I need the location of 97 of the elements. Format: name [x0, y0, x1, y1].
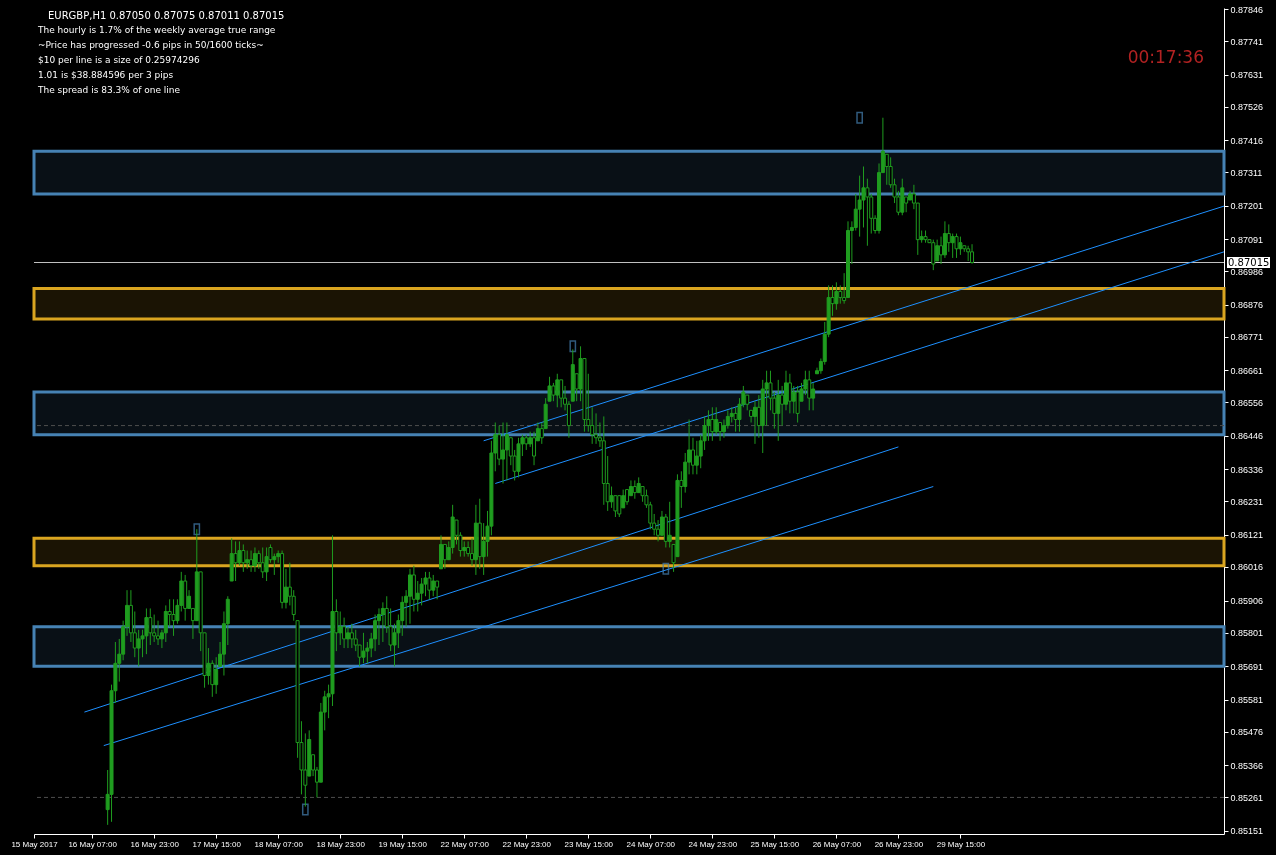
y-tick-label: 0.87201 — [1230, 201, 1264, 212]
candlestick — [345, 626, 350, 649]
candlestick — [935, 239, 940, 262]
candlestick — [501, 422, 506, 484]
annotation: ~Price has progressed -0.6 pips in 50/1600 ticks~ — [38, 40, 264, 50]
y-tick-label: 0.86986 — [1230, 266, 1264, 277]
y-tick-label: 0.87091 — [1230, 234, 1264, 245]
y-tick-label: 0.86231 — [1230, 496, 1264, 507]
candlestick — [148, 607, 153, 646]
annotation: The spread is 83.3% of one line — [37, 85, 181, 95]
candlestick — [407, 568, 412, 625]
annotation: 1.01 is $38.884596 per 3 pips — [38, 70, 174, 80]
y-tick-label: 0.86771 — [1230, 332, 1264, 343]
y-tick-label: 0.85691 — [1230, 661, 1264, 672]
candlestick — [233, 540, 238, 582]
candlestick — [547, 376, 552, 402]
candlestick — [970, 243, 975, 265]
candlestick — [338, 611, 343, 646]
y-tick-label: 0.87526 — [1230, 102, 1264, 113]
candlestick — [776, 379, 781, 442]
x-tick-label: 24 May 07:00 — [626, 839, 676, 849]
candlestick — [884, 153, 889, 186]
candlestick — [752, 400, 757, 445]
candlestick — [264, 546, 269, 582]
x-tick-label: 25 May 15:00 — [750, 839, 800, 849]
ref-line-label: 0.87015 — [1228, 256, 1270, 268]
x-tick-label: 26 May 23:00 — [874, 839, 924, 849]
candlestick — [435, 580, 440, 600]
y-tick-label: 0.85801 — [1230, 628, 1264, 639]
annotation: The hourly is 1.7% of the weekly average true range — [37, 25, 276, 35]
candlestick — [442, 543, 447, 570]
candlestick — [427, 571, 432, 600]
candlestick — [504, 422, 509, 481]
candlestick — [811, 382, 816, 411]
annotation: 00:17:36 — [1127, 47, 1204, 67]
candlestick — [349, 623, 354, 649]
candlestick — [252, 546, 257, 573]
y-tick-label: 0.85581 — [1230, 695, 1264, 706]
x-tick-label: 22 May 07:00 — [440, 839, 490, 849]
candlestick — [865, 178, 870, 247]
x-tick-label: 24 May 23:00 — [688, 839, 738, 849]
y-tick-label: 0.86556 — [1230, 397, 1264, 408]
candlestick — [795, 385, 800, 424]
candlestick — [954, 233, 959, 259]
candlestick — [780, 385, 785, 427]
y-tick-label: 0.85151 — [1230, 826, 1264, 837]
y-tick-label: 0.87416 — [1230, 135, 1264, 146]
y-tick-label: 0.85476 — [1230, 727, 1264, 738]
x-tick-label: 18 May 07:00 — [254, 839, 304, 849]
x-tick-label: 29 May 15:00 — [936, 839, 986, 849]
x-tick-label: 22 May 23:00 — [502, 839, 552, 849]
candlestick — [787, 373, 792, 414]
x-tick-label: 16 May 23:00 — [130, 839, 180, 849]
candlestick — [555, 373, 560, 408]
x-tick-label: 19 May 15:00 — [378, 839, 428, 849]
y-tick-label: 0.86876 — [1230, 300, 1264, 311]
candlestick — [532, 431, 537, 466]
x-tick-label: 26 May 07:00 — [812, 839, 862, 849]
candlestick — [136, 629, 141, 667]
candlestick — [171, 598, 176, 637]
candlestick — [718, 422, 723, 442]
candlestick — [380, 601, 385, 643]
candlestick — [245, 550, 250, 570]
x-tick-label: 16 May 07:00 — [68, 839, 118, 849]
y-tick-label: 0.86121 — [1230, 530, 1264, 541]
y-tick-label: 0.85366 — [1230, 760, 1264, 771]
y-tick-label: 0.87311 — [1230, 167, 1263, 178]
x-tick-label: 18 May 23:00 — [316, 839, 366, 849]
candlestick — [609, 486, 614, 509]
x-tick-label: 17 May 15:00 — [192, 839, 242, 849]
candlestick — [214, 656, 219, 695]
candlestick — [807, 370, 812, 411]
y-tick-label: 0.86446 — [1230, 431, 1264, 442]
y-tick-label: 0.87741 — [1230, 36, 1264, 47]
x-tick-label: 15 May 2017 — [11, 839, 59, 849]
y-tick-label: 0.85261 — [1230, 792, 1264, 803]
candlestick — [249, 550, 254, 573]
candlestick — [241, 543, 246, 573]
y-tick-label: 0.86016 — [1230, 562, 1264, 573]
candlestick — [749, 409, 754, 424]
candlestick — [551, 382, 556, 402]
annotation: $10 per line is a size of 0.25974296 — [38, 55, 200, 65]
candlestick — [931, 239, 936, 271]
candlestick — [144, 607, 149, 655]
candlestick — [714, 406, 719, 436]
candlestick — [939, 236, 944, 265]
candlestick — [431, 574, 436, 597]
y-tick-label: 0.85906 — [1230, 596, 1264, 607]
candlestick — [617, 495, 622, 518]
x-tick-label: 23 May 15:00 — [564, 839, 614, 849]
y-tick-label: 0.86336 — [1230, 464, 1264, 475]
chart-title: EURGBP,H1 0.87050 0.87075 0.87011 0.87015 — [48, 10, 285, 21]
y-tick-label: 0.86661 — [1230, 365, 1264, 376]
y-tick-label: 0.87631 — [1230, 70, 1264, 81]
candlestick — [710, 406, 715, 442]
y-tick-label: 0.87846 — [1230, 4, 1264, 15]
candlestick — [361, 632, 366, 664]
